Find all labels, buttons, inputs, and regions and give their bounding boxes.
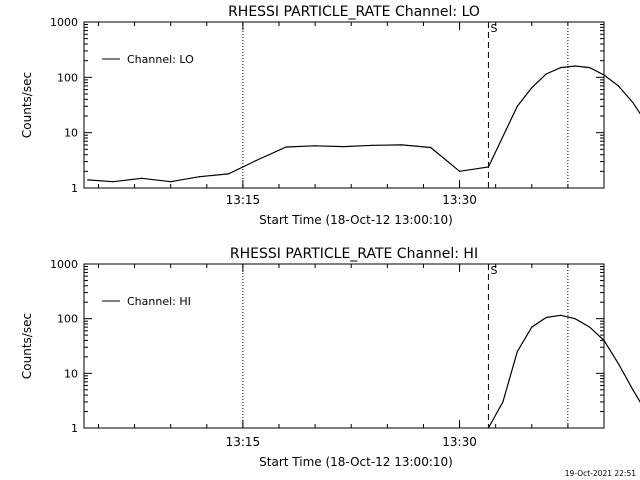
- data-point: [516, 105, 518, 107]
- x-tick-label: 13:30: [442, 193, 477, 207]
- data-point: [560, 66, 562, 69]
- plot-frame: [83, 263, 605, 429]
- y-tick-label: 10: [64, 367, 78, 380]
- series-line-1: [87, 65, 640, 183]
- x-tick-label: 13:30: [442, 435, 477, 449]
- data-point: [574, 65, 576, 67]
- chart-panel-1: SFFERHESSI PARTICLE_RATE Channel: LO1101…: [20, 4, 640, 227]
- data-point: [531, 326, 533, 328]
- x-axis-label: Start Time (18-Oct-12 13:00:10): [259, 455, 453, 469]
- legend: Channel: HI: [102, 295, 191, 308]
- data-point: [531, 87, 533, 89]
- y-axis-label: Counts/sec: [20, 72, 34, 138]
- data-point: [372, 144, 374, 146]
- y-axis-label: Counts/sec: [20, 313, 34, 379]
- data-point: [170, 181, 172, 183]
- y-tick-label: 1000: [50, 258, 78, 271]
- data-point: [516, 350, 518, 353]
- legend: Channel: LO: [102, 53, 194, 66]
- x-tick-label: 13:15: [226, 193, 261, 207]
- data-point: [285, 146, 287, 148]
- chart-panel-2: SFFERHESSI PARTICLE_RATE Channel: HI1101…: [20, 246, 640, 469]
- interval-marker-s: S: [490, 22, 497, 35]
- chart-title: RHESSI PARTICLE_RATE Channel: LO: [228, 4, 480, 20]
- data-point: [617, 85, 620, 87]
- data-point: [502, 401, 504, 403]
- y-tick-label: 1: [71, 182, 78, 195]
- data-point: [141, 177, 143, 179]
- data-point: [343, 146, 345, 148]
- y-tick-label: 1000: [50, 16, 78, 29]
- x-axis-label: Start Time (18-Oct-12 13:00:10): [259, 213, 453, 227]
- data-point: [632, 389, 634, 391]
- data-point: [560, 314, 562, 316]
- x-tick-label: 13:15: [226, 435, 261, 449]
- data-point: [603, 74, 605, 76]
- data-point: [588, 66, 591, 69]
- data-point: [401, 144, 403, 146]
- y-tick-label: 1: [71, 422, 78, 435]
- legend-label: Channel: HI: [127, 295, 191, 308]
- plot-frame: [83, 21, 605, 189]
- series-line-1: [487, 314, 640, 429]
- data-point: [227, 173, 230, 175]
- y-tick-label: 100: [57, 313, 78, 326]
- data-point: [487, 166, 490, 168]
- data-point: [87, 179, 89, 181]
- data-point: [545, 316, 547, 319]
- data-point: [256, 159, 258, 161]
- data-point: [545, 73, 547, 75]
- footer-timestamp: 19-Oct-2021 22:51: [565, 469, 636, 478]
- data-point: [314, 145, 316, 147]
- data-point: [198, 176, 201, 178]
- interval-marker-s: S: [490, 264, 497, 277]
- data-point: [112, 181, 114, 183]
- data-point: [603, 339, 605, 342]
- legend-label: Channel: LO: [127, 53, 194, 66]
- chart-title: RHESSI PARTICLE_RATE Channel: HI: [230, 246, 478, 262]
- data-point: [458, 170, 461, 172]
- data-point: [487, 427, 490, 429]
- data-point: [632, 101, 634, 104]
- data-point: [617, 363, 620, 365]
- y-tick-label: 10: [64, 127, 78, 140]
- data-point: [430, 146, 432, 149]
- data-point: [588, 326, 591, 328]
- data-point: [574, 318, 576, 320]
- y-tick-label: 100: [57, 71, 78, 84]
